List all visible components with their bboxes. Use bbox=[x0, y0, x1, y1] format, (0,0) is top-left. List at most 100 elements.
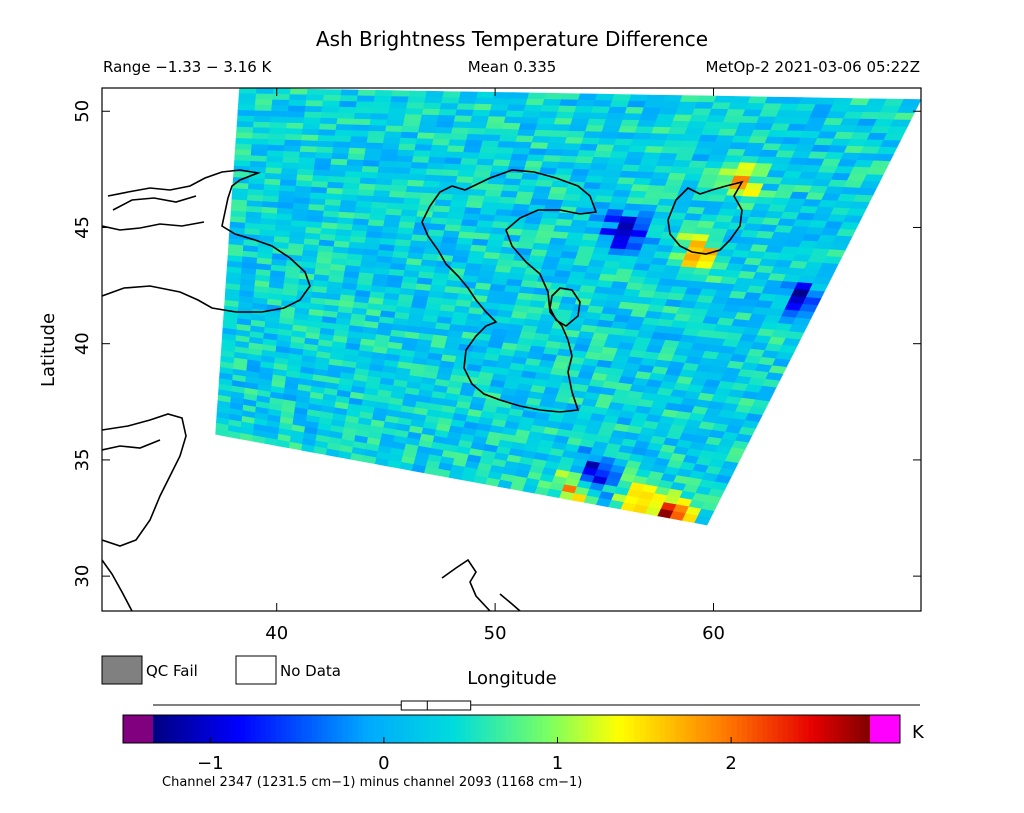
heatmap-cell bbox=[713, 95, 735, 104]
heatmap-cell bbox=[856, 187, 877, 197]
heatmap-cell bbox=[632, 177, 653, 186]
heatmap-cell bbox=[315, 152, 333, 160]
heatmap-cell bbox=[476, 158, 495, 167]
heatmap-cell bbox=[438, 109, 458, 117]
heatmap-cell bbox=[528, 148, 548, 156]
heatmap-cell bbox=[653, 120, 674, 128]
heatmap-cell bbox=[236, 115, 255, 123]
heatmap-cell bbox=[769, 163, 790, 172]
heatmap-cell bbox=[750, 129, 771, 138]
heatmap-cell bbox=[572, 112, 592, 120]
colorbar-segment bbox=[296, 715, 303, 743]
heatmap-cell bbox=[693, 147, 714, 156]
heatmap-cell bbox=[641, 107, 662, 115]
heatmap-cell bbox=[772, 116, 794, 125]
heatmap-cell bbox=[707, 194, 727, 203]
heatmap-cell bbox=[526, 154, 546, 162]
heatmap-cell bbox=[338, 100, 358, 108]
heatmap-cell bbox=[372, 101, 392, 109]
heatmap-cell bbox=[586, 118, 607, 127]
heatmap-cell bbox=[342, 182, 361, 190]
colorbar-segment bbox=[813, 715, 820, 743]
colorbar-segment bbox=[291, 715, 297, 743]
colorbar-segment bbox=[450, 715, 456, 743]
heatmap-cell bbox=[643, 191, 664, 200]
heatmap-cell bbox=[739, 115, 760, 124]
heatmap-cell bbox=[270, 110, 289, 118]
colorbar-segment bbox=[700, 715, 707, 743]
colorbar-segment bbox=[168, 715, 175, 743]
heatmap-cell bbox=[761, 103, 783, 111]
heatmap-cell bbox=[616, 177, 636, 185]
heatmap-cell bbox=[235, 137, 253, 145]
heatmap-cell bbox=[607, 157, 627, 166]
heatmap-cell bbox=[651, 126, 672, 135]
heatmap-cell bbox=[477, 152, 497, 161]
heatmap-cell bbox=[609, 151, 629, 159]
colorbar-segment bbox=[496, 715, 502, 743]
heatmap-cell bbox=[644, 145, 664, 154]
heatmap-cell bbox=[681, 134, 702, 142]
heatmap-cell bbox=[645, 94, 666, 102]
heatmap-cell bbox=[592, 100, 613, 108]
colorbar-segment bbox=[562, 715, 569, 743]
plot-frame bbox=[101, 87, 922, 612]
heatmap-cell bbox=[630, 184, 650, 193]
heatmap-cell bbox=[766, 170, 787, 179]
colorbar-segment bbox=[332, 715, 338, 743]
heatmap-cell bbox=[560, 200, 580, 208]
heatmap-cell bbox=[605, 208, 625, 217]
heatmap-cell bbox=[900, 98, 921, 107]
heatmap-cell bbox=[554, 218, 574, 227]
colorbar-segment bbox=[193, 715, 200, 743]
heatmap-cell bbox=[564, 137, 584, 145]
heatmap-cell bbox=[300, 140, 319, 148]
heatmap-cell bbox=[594, 93, 615, 102]
colorbar-segment bbox=[572, 715, 579, 743]
colorbar-segment bbox=[552, 715, 559, 743]
heatmap-cell bbox=[691, 108, 712, 116]
colorbar-segment bbox=[204, 715, 210, 743]
heatmap-cell bbox=[265, 161, 284, 169]
heatmap-cell bbox=[767, 129, 788, 138]
heatmap-cell bbox=[317, 135, 336, 143]
heatmap-cell bbox=[747, 96, 769, 104]
colorbar-segment bbox=[629, 715, 636, 743]
heatmap-cell bbox=[482, 134, 502, 142]
heatmap-cell bbox=[320, 112, 339, 119]
heatmap-cell bbox=[339, 95, 359, 103]
heatmap-cell bbox=[254, 99, 273, 106]
heatmap-cell bbox=[658, 152, 678, 161]
heatmap-cell bbox=[531, 192, 550, 200]
heatmap-cell bbox=[482, 195, 501, 204]
heatmap-cell bbox=[568, 175, 588, 183]
heatmap-cell bbox=[706, 234, 726, 243]
heatmap-cell bbox=[736, 162, 757, 171]
colorbar-segment bbox=[721, 715, 728, 743]
heatmap-cell bbox=[441, 169, 460, 177]
heatmap-cell bbox=[717, 208, 737, 217]
y-tick-label: 35 bbox=[72, 448, 93, 471]
y-axis: 30 35 40 45 50 bbox=[72, 100, 921, 588]
heatmap-cell bbox=[349, 141, 368, 150]
heatmap-cell bbox=[511, 147, 531, 156]
heatmap-cell bbox=[545, 199, 564, 208]
heatmap-cell bbox=[755, 156, 776, 165]
heatmap-cell bbox=[488, 110, 508, 118]
heatmap-cell bbox=[456, 103, 476, 111]
heatmap-cell bbox=[288, 99, 307, 107]
heatmap-cell bbox=[667, 127, 688, 135]
heatmap-cell bbox=[519, 179, 538, 187]
heatmap-cell bbox=[703, 121, 724, 130]
colorbar-segment bbox=[526, 715, 533, 743]
heatmap-cell bbox=[553, 117, 574, 126]
heatmap-cell bbox=[711, 221, 732, 230]
heatmap-cell bbox=[386, 119, 405, 127]
heatmap-cell bbox=[559, 99, 579, 107]
heatmap-cell bbox=[268, 127, 287, 135]
colorbar-segment bbox=[531, 715, 538, 743]
colorbar-segment bbox=[347, 715, 354, 743]
heatmap-cell bbox=[621, 164, 641, 173]
heatmap-cell bbox=[529, 198, 549, 207]
heatmap-cell bbox=[470, 115, 490, 124]
